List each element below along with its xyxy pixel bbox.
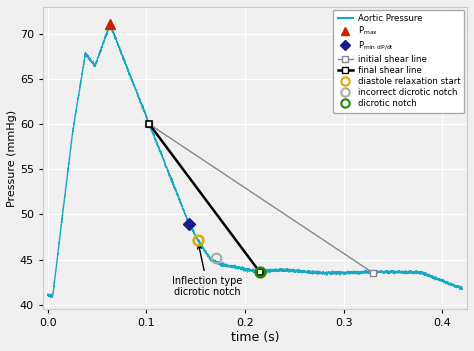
Text: Inflection type
dicrotic notch: Inflection type dicrotic notch	[173, 245, 243, 297]
Legend: Aortic Pressure, P$_{\mathregular{max}}$, P$_{\mathregular{min\ dP/dt}}$, initia: Aortic Pressure, P$_{\mathregular{max}}$…	[333, 9, 465, 113]
X-axis label: time (s): time (s)	[231, 331, 279, 344]
Y-axis label: Pressure (mmHg): Pressure (mmHg)	[7, 110, 17, 207]
